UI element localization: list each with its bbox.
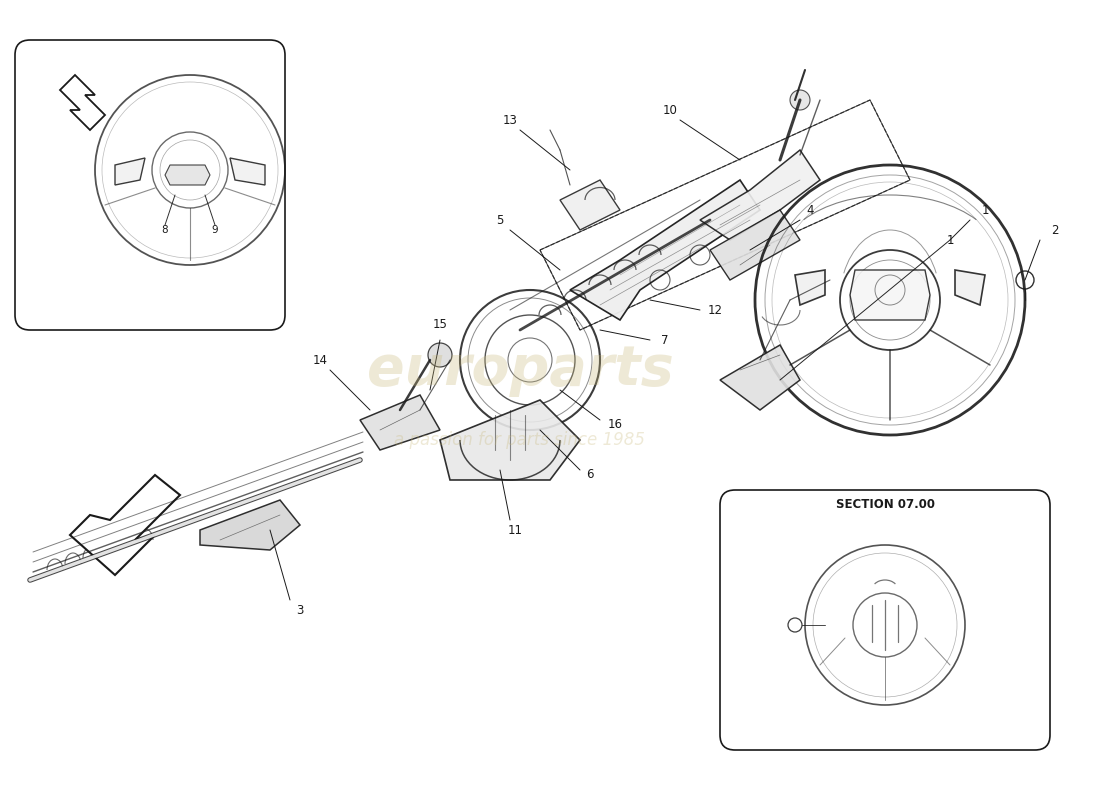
- Text: 8: 8: [162, 225, 168, 235]
- Text: 16: 16: [607, 418, 623, 431]
- Polygon shape: [440, 400, 580, 480]
- Polygon shape: [955, 270, 984, 305]
- Polygon shape: [710, 210, 800, 280]
- Text: 5: 5: [496, 214, 504, 226]
- Polygon shape: [230, 158, 265, 185]
- Polygon shape: [200, 500, 300, 550]
- Polygon shape: [165, 165, 210, 185]
- Polygon shape: [60, 75, 104, 130]
- Text: 11: 11: [507, 523, 522, 537]
- Text: 13: 13: [503, 114, 517, 126]
- Text: 9: 9: [211, 225, 218, 235]
- Polygon shape: [116, 158, 145, 185]
- Polygon shape: [720, 345, 800, 410]
- Text: 4: 4: [806, 203, 814, 217]
- Text: 1: 1: [946, 234, 954, 246]
- Text: SECTION 07.00: SECTION 07.00: [836, 498, 935, 511]
- Text: 6: 6: [586, 469, 594, 482]
- Text: 15: 15: [432, 318, 448, 331]
- Text: 12: 12: [707, 303, 723, 317]
- Text: 14: 14: [312, 354, 328, 366]
- Text: 1: 1: [981, 203, 989, 217]
- Text: 7: 7: [661, 334, 669, 346]
- Polygon shape: [850, 270, 930, 320]
- Circle shape: [790, 90, 810, 110]
- Polygon shape: [795, 270, 825, 305]
- Polygon shape: [360, 395, 440, 450]
- Text: 10: 10: [662, 103, 678, 117]
- Polygon shape: [570, 180, 760, 320]
- Polygon shape: [560, 180, 620, 230]
- Text: 3: 3: [296, 603, 304, 617]
- Polygon shape: [700, 150, 820, 240]
- Text: europarts: europarts: [366, 343, 673, 397]
- Circle shape: [428, 343, 452, 367]
- Text: 2: 2: [1052, 223, 1058, 237]
- Polygon shape: [70, 475, 180, 575]
- Text: a passion for parts since 1985: a passion for parts since 1985: [395, 431, 646, 449]
